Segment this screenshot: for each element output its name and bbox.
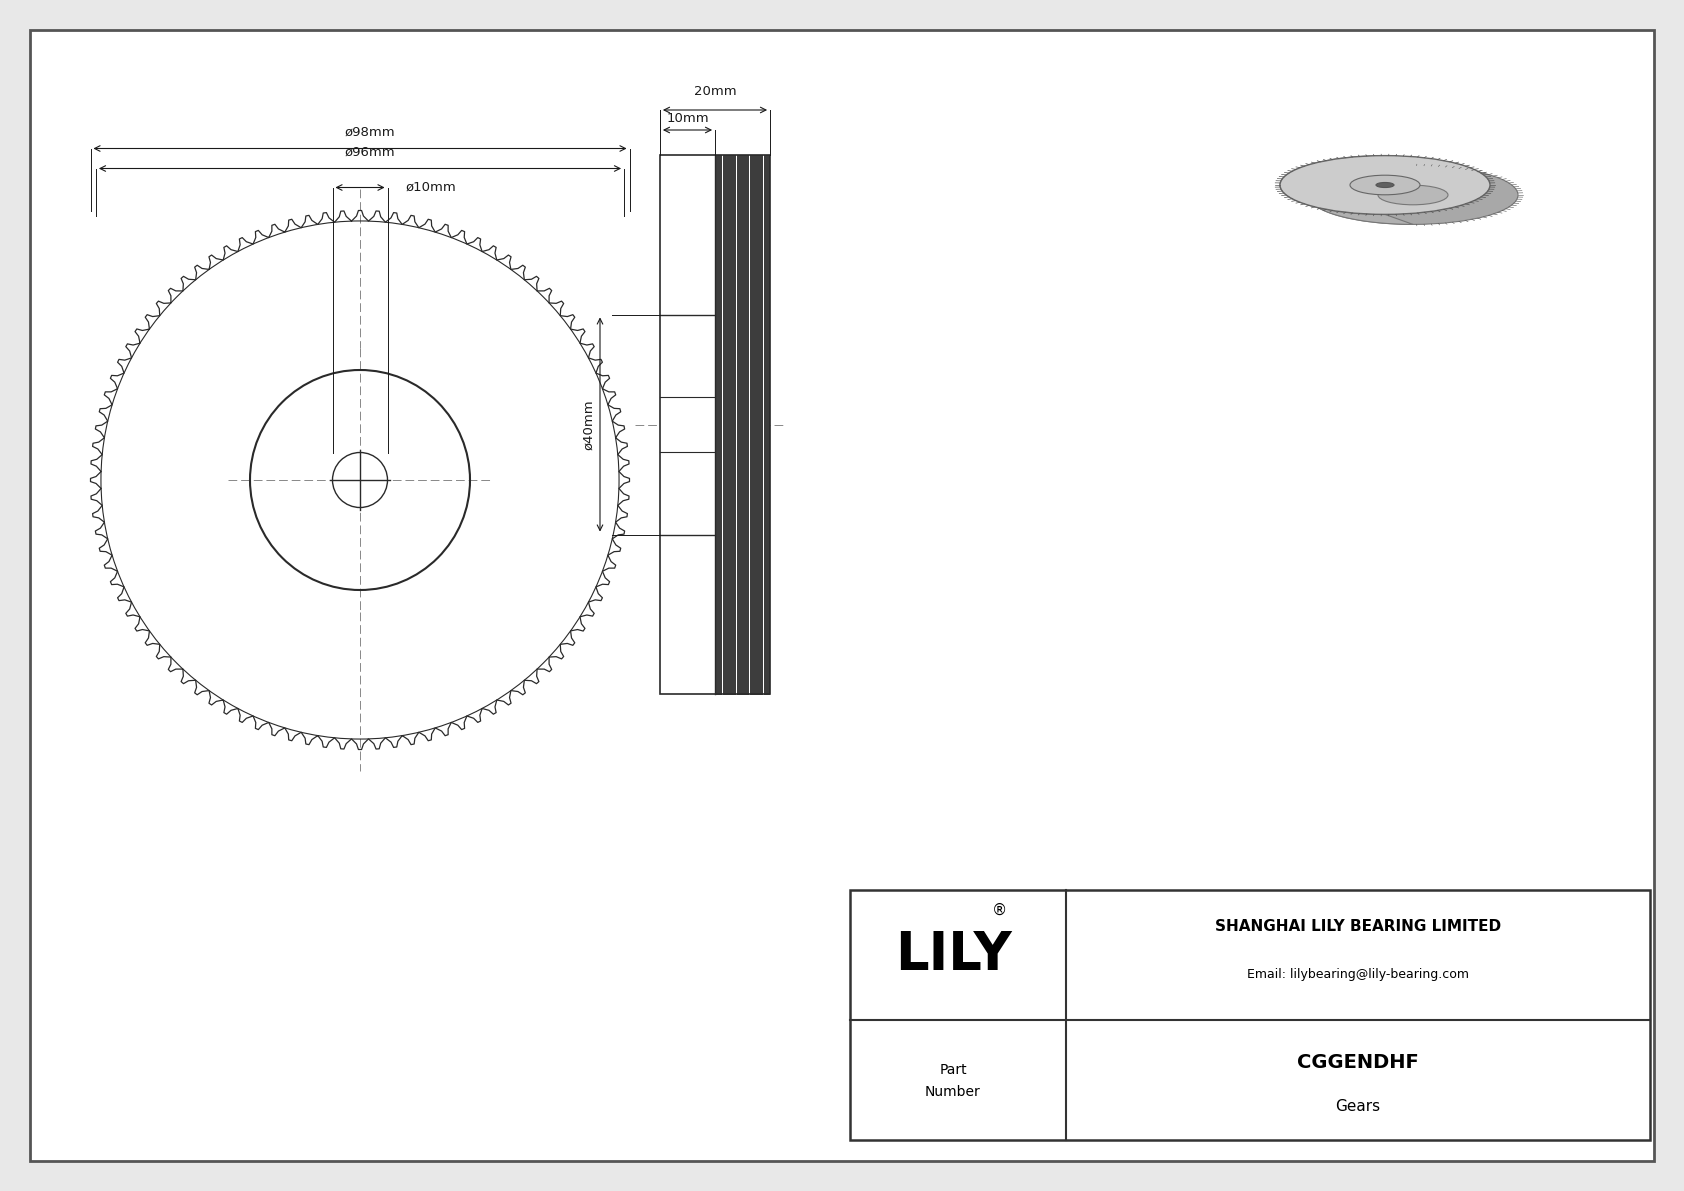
Text: Gears: Gears	[1335, 1099, 1381, 1114]
Bar	[660, 155, 770, 694]
Ellipse shape	[1280, 156, 1490, 214]
Ellipse shape	[1308, 166, 1517, 224]
Text: Number: Number	[925, 1085, 980, 1099]
Polygon shape	[1280, 156, 1413, 224]
Text: ø40mm: ø40mm	[583, 399, 594, 450]
Ellipse shape	[1378, 185, 1448, 205]
Text: ø96mm: ø96mm	[345, 145, 396, 158]
Text: ø10mm: ø10mm	[406, 181, 456, 194]
Text: ®: ®	[992, 903, 1007, 917]
Ellipse shape	[1376, 182, 1394, 187]
Text: Part: Part	[940, 1064, 967, 1077]
Text: Email: lilybearing@lily-bearing.com: Email: lilybearing@lily-bearing.com	[1246, 968, 1468, 981]
Bar	[850, 890, 1650, 1140]
Text: LILY: LILY	[894, 929, 1012, 981]
Text: 10mm: 10mm	[667, 112, 709, 125]
Text: SHANGHAI LILY BEARING LIMITED: SHANGHAI LILY BEARING LIMITED	[1214, 919, 1500, 934]
Text: ø98mm: ø98mm	[345, 125, 396, 138]
Text: 20mm: 20mm	[694, 85, 736, 98]
Ellipse shape	[1351, 175, 1420, 195]
Text: CGGENDHF: CGGENDHF	[1297, 1053, 1420, 1072]
